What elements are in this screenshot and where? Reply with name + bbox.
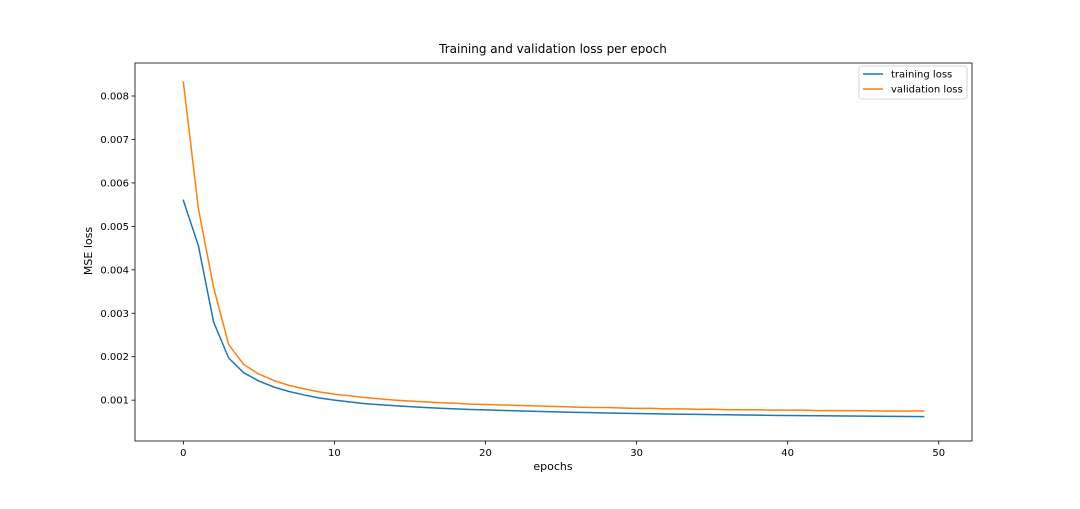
x-tick-label: 50: [932, 448, 945, 459]
legend-label: validation loss: [891, 85, 963, 96]
y-tick-label: 0.005: [100, 222, 129, 233]
x-tick-label: 30: [630, 448, 643, 459]
chart-title: Training and validation loss per epoch: [438, 42, 667, 56]
legend: training loss validation loss: [858, 65, 968, 100]
y-tick-label: 0.007: [100, 135, 129, 146]
x-tick-label: 20: [479, 448, 492, 459]
legend-box: [858, 65, 968, 100]
series-line-validation-loss: [182, 81, 925, 412]
x-axis-label: epochs: [533, 460, 572, 473]
legend-label: training loss: [891, 70, 952, 81]
x-tick-label: 40: [781, 448, 794, 459]
y-tick-label: 0.002: [100, 352, 129, 363]
x-tick-label: 0: [180, 448, 186, 459]
y-tick-label: 0.006: [100, 178, 129, 189]
y-tick-label: 0.001: [100, 396, 129, 407]
y-tick-label: 0.004: [100, 265, 129, 276]
plot-frame: [134, 62, 973, 442]
y-axis-label: MSE loss: [82, 227, 95, 275]
y-tick-label: 0.008: [100, 92, 129, 103]
series-line-training-loss: [182, 199, 925, 418]
plot-area: 0 10 20 30 40 50 0.001 0.002 0.003 0.004 0.005 0.00…: [100, 62, 973, 459]
y-tick-label: 0.003: [100, 309, 129, 320]
x-tick-label: 10: [328, 448, 341, 459]
